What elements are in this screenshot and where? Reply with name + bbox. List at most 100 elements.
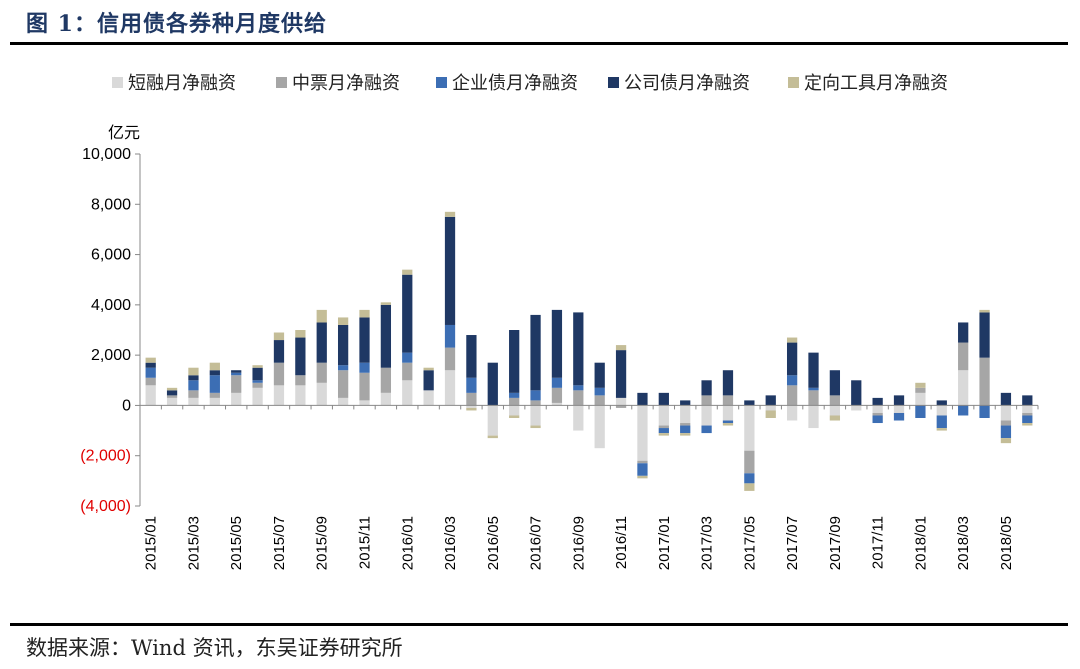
bar-segment-0-2015/07 — [273, 385, 285, 406]
bar-segment-2-2016/04 — [466, 377, 477, 393]
bar-segment-3-2016/08 — [551, 309, 563, 378]
bar-segment-2-2017/05 — [744, 473, 755, 484]
bar-segment-1-2016/06 — [509, 397, 520, 406]
bar-segment-1-2015/01 — [145, 377, 156, 386]
bar-segment-0-2015/05 — [231, 392, 242, 406]
bar-segment-4-2015/01 — [145, 357, 156, 363]
bar-segment-1-2018/05 — [1000, 420, 1012, 426]
bar-segment-3-2015/04 — [209, 370, 220, 376]
bar-segment-2-2016/10 — [594, 387, 605, 396]
y-axis-unit-label: 亿元 — [108, 123, 140, 142]
bar-segment-2-2015/04 — [209, 375, 220, 393]
bar-segment-4-2018/01 — [915, 382, 926, 388]
bar-segment-4-2017/04 — [722, 423, 734, 426]
bar-segment-4-2016/05 — [487, 435, 498, 439]
bar-segment-0-2015/06 — [252, 387, 263, 406]
bar-segment-0-2015/12 — [380, 392, 392, 406]
bar-segment-4-2016/11 — [615, 345, 627, 351]
bar-segment-3-2017/03 — [701, 380, 712, 396]
bar-segment-1-2017/03 — [701, 395, 712, 406]
bar-segment-3-2016/12 — [637, 392, 648, 406]
bar-segment-4-2018/04 — [979, 309, 990, 313]
x-tick-label: 2018/05 — [998, 516, 1015, 570]
bar-segment-0-2016/07 — [530, 405, 541, 426]
bar-segment-3-2018/03 — [958, 322, 969, 343]
source-note: 数据来源：Wind 资讯，东吴证券研究所 — [26, 636, 403, 660]
bar-segment-3-2016/01 — [402, 274, 413, 353]
bar-segment-0-2016/10 — [594, 405, 605, 449]
bar-segment-3-2016/07 — [530, 314, 541, 391]
bar-segment-0-2015/01 — [145, 385, 156, 406]
bar-segment-4-2018/05 — [1000, 438, 1012, 444]
bar-segment-3-2017/04 — [722, 370, 734, 396]
bar-segment-4-2015/03 — [188, 367, 199, 376]
x-tick-label: 2016/09 — [570, 516, 587, 570]
bar-segment-4-2017/09 — [829, 415, 841, 421]
bar-segment-4-2015/08 — [295, 330, 306, 338]
bar-segment-1-2015/11 — [359, 372, 370, 401]
legend-label-0: 短融月净融资 — [128, 73, 236, 94]
bar-segment-0-2018/06 — [1022, 405, 1033, 413]
bar-segment-3-2015/07 — [273, 340, 285, 363]
bar-segment-2-2017/11 — [872, 415, 883, 424]
bar-segment-0-2015/10 — [337, 397, 349, 406]
bar-segment-0-2016/06 — [509, 405, 520, 416]
bar-segment-3-2017/10 — [851, 380, 862, 406]
bar-series — [145, 211, 1033, 491]
bar-segment-0-2017/10 — [851, 405, 862, 411]
y-tick-label: (2,000) — [80, 448, 131, 465]
bar-segment-0-2015/04 — [209, 397, 220, 406]
y-tick-label: 8,000 — [91, 196, 131, 213]
bar-segment-0-2015/02 — [166, 397, 178, 406]
bar-segment-4-2017/06 — [765, 410, 776, 418]
bar-segment-4-2017/01 — [658, 433, 669, 436]
bar-segment-1-2015/06 — [252, 382, 263, 388]
bar-segment-0-2017/12 — [893, 405, 905, 413]
legend-label-1: 中票月净融资 — [292, 73, 400, 94]
bar-segment-0-2015/09 — [316, 382, 327, 406]
bar-segment-1-2016/03 — [444, 347, 456, 371]
bar-segment-0-2016/08 — [551, 402, 563, 406]
x-tick-label: 2016/01 — [399, 516, 416, 570]
bar-segment-2-2017/02 — [680, 425, 691, 434]
bar-segment-0-2017/06 — [765, 405, 776, 411]
bar-segment-3-2015/05 — [231, 370, 242, 373]
bar-segment-0-2016/03 — [444, 370, 456, 406]
bar-segment-0-2016/01 — [402, 380, 413, 406]
legend-swatch-3 — [608, 77, 619, 88]
bar-segment-1-2017/07 — [786, 385, 798, 406]
bar-segment-2-2018/05 — [1000, 425, 1012, 439]
bar-segment-1-2016/09 — [573, 390, 584, 406]
bar-segment-1-2015/04 — [209, 392, 220, 398]
bar-segment-0-2018/03 — [958, 370, 969, 406]
bar-segment-3-2015/06 — [252, 367, 263, 381]
bar-segment-0-2016/09 — [573, 405, 584, 431]
bar-segment-4-2016/12 — [637, 475, 648, 479]
bar-segment-1-2015/03 — [188, 390, 199, 398]
bar-segment-1-2015/02 — [166, 395, 178, 398]
y-tick-label: 4,000 — [91, 297, 131, 314]
bar-segment-2-2016/09 — [573, 385, 584, 391]
bar-segment-3-2015/01 — [145, 362, 156, 368]
bar-segment-2-2018/06 — [1022, 415, 1033, 424]
bar-segment-2-2015/11 — [359, 362, 370, 373]
bar-segment-0-2015/08 — [295, 385, 306, 406]
bar-segment-4-2017/02 — [680, 433, 691, 436]
bar-segment-3-2017/09 — [829, 370, 841, 396]
bar-segment-0-2016/11 — [615, 397, 627, 406]
y-tick-label: 2,000 — [91, 347, 131, 364]
bar-segment-2-2015/03 — [188, 380, 199, 391]
bar-segment-4-2016/01 — [402, 269, 413, 275]
bar-segment-0-2017/09 — [829, 405, 841, 416]
bar-segment-4-2016/06 — [509, 415, 520, 418]
bar-segment-2-2016/01 — [402, 352, 413, 363]
bar-segment-1-2015/08 — [295, 375, 306, 386]
bar-segment-2-2015/10 — [337, 365, 349, 371]
top-rule — [10, 42, 1068, 45]
bar-segment-4-2016/03 — [444, 211, 456, 217]
x-tick-label: 2018/01 — [912, 516, 929, 570]
bar-segment-2-2017/03 — [701, 425, 712, 434]
bar-segment-3-2015/08 — [295, 337, 306, 376]
bar-segment-2-2018/04 — [979, 405, 990, 418]
bar-segment-1-2016/08 — [551, 387, 563, 403]
